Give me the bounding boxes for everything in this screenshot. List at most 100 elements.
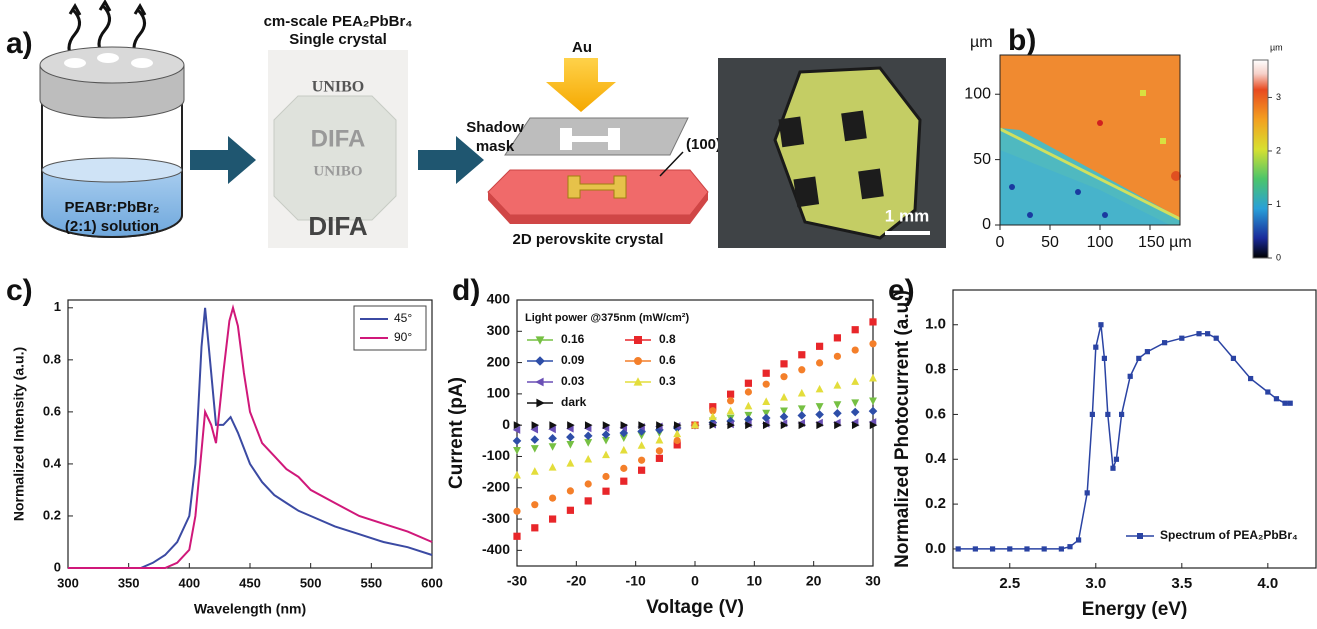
marker: [549, 463, 557, 471]
photo-text: UNIBO: [312, 79, 364, 96]
legend-label: 45°: [394, 311, 412, 325]
marker: [815, 410, 824, 419]
y-tick-label: -200: [482, 478, 510, 494]
marker: [869, 374, 877, 382]
x-tick-label: 3.0: [1085, 575, 1106, 592]
x-tick-label: 30: [865, 573, 881, 589]
marker: [869, 407, 878, 416]
marker: [567, 487, 574, 494]
marker: [513, 533, 520, 540]
y-tick-label: 0.4: [925, 450, 947, 467]
crystal-label: 2D perovskite crystal: [513, 231, 664, 248]
mask-label: mask: [476, 138, 515, 155]
y-tick-label: -400: [482, 541, 510, 557]
x-tick-label: 600: [421, 575, 443, 590]
marker: [727, 391, 734, 398]
legend-label: 0.09: [561, 353, 585, 367]
marker: [513, 508, 520, 515]
legend-title: Light power @375nm (mW/cm²): [525, 312, 689, 324]
y-tick-label: 0.0: [925, 540, 946, 557]
y-axis-label: Current (pA): [446, 377, 467, 489]
marker: [956, 546, 961, 551]
marker: [798, 389, 806, 397]
plot-frame: [953, 290, 1316, 568]
colorbar-tick-label: 3: [1276, 92, 1281, 102]
marker: [1059, 546, 1064, 551]
marker: [1128, 374, 1133, 379]
marker: [531, 524, 538, 531]
marker: [1282, 401, 1287, 406]
marker: [763, 381, 770, 388]
x-tick-label: 3.5: [1171, 575, 1192, 592]
x-axis-label: Wavelength (nm): [194, 601, 306, 617]
marker: [535, 378, 543, 387]
arrow: [418, 136, 484, 184]
x-tick-label: 20: [806, 573, 822, 589]
marker: [634, 357, 642, 365]
y-tick-label: 0.6: [43, 403, 61, 418]
legend-label: 0.03: [561, 374, 585, 388]
x-tick-label: -30: [507, 573, 527, 589]
marker: [973, 546, 978, 551]
x-tick-label: -20: [566, 573, 586, 589]
marker: [602, 451, 610, 459]
y-tick-label: 1.0: [925, 316, 946, 333]
marker: [620, 465, 627, 472]
y-tick-label: 0.2: [925, 495, 946, 512]
x-axis-label: Energy (eV): [1082, 599, 1188, 620]
marker: [833, 409, 842, 418]
marker: [567, 507, 574, 514]
marker: [816, 343, 823, 350]
marker: [585, 480, 592, 487]
y-tick-label: 0.8: [925, 361, 946, 378]
colorbar-tick-label: 1: [1276, 199, 1281, 209]
marker: [1265, 389, 1270, 394]
marker: [1248, 376, 1253, 381]
x-tick-label: 500: [300, 575, 322, 590]
x-tick-label: 50: [1041, 234, 1059, 251]
marker: [530, 435, 539, 444]
colorbar-tick-label: 2: [1276, 145, 1281, 155]
marker: [798, 366, 805, 373]
marker: [549, 443, 557, 451]
facet-label: (100): [686, 136, 721, 153]
marker: [638, 441, 646, 449]
marker: [762, 397, 770, 405]
legend-label: 90°: [394, 330, 412, 344]
au-label: Au: [572, 39, 592, 56]
marker: [1231, 356, 1236, 361]
marker: [1196, 331, 1201, 336]
y-axis-label: Normalized Photocurrent (a.u.): [892, 290, 913, 568]
y-tick-label: 200: [487, 353, 511, 369]
marker: [1136, 356, 1141, 361]
panel-label: b): [1008, 24, 1036, 57]
marker: [1067, 544, 1072, 549]
marker: [1102, 356, 1107, 361]
solution-label: (2:1) solution: [65, 218, 159, 235]
marker: [584, 455, 592, 463]
marker: [851, 408, 860, 417]
marker: [1145, 349, 1150, 354]
marker: [780, 393, 788, 401]
x-tick-label: 10: [747, 573, 763, 589]
marker: [816, 385, 824, 393]
y-tick-label: 0.6: [925, 405, 946, 422]
marker: [851, 377, 859, 385]
marker: [1274, 396, 1279, 401]
marker: [727, 397, 734, 404]
marker: [816, 359, 823, 366]
colorbar-unit: µm: [1270, 42, 1283, 52]
marker: [513, 471, 521, 479]
marker: [1179, 336, 1184, 341]
marker: [531, 467, 539, 475]
marker: [780, 373, 787, 380]
marker: [1214, 336, 1219, 341]
x-tick-label: 400: [178, 575, 200, 590]
marker: [548, 434, 557, 443]
x-tick-label: 0: [691, 573, 699, 589]
marker: [656, 455, 663, 462]
series-line: [958, 325, 1290, 549]
marker: [673, 430, 681, 438]
marker: [780, 360, 787, 367]
y-tick-label: 0.4: [43, 455, 62, 470]
